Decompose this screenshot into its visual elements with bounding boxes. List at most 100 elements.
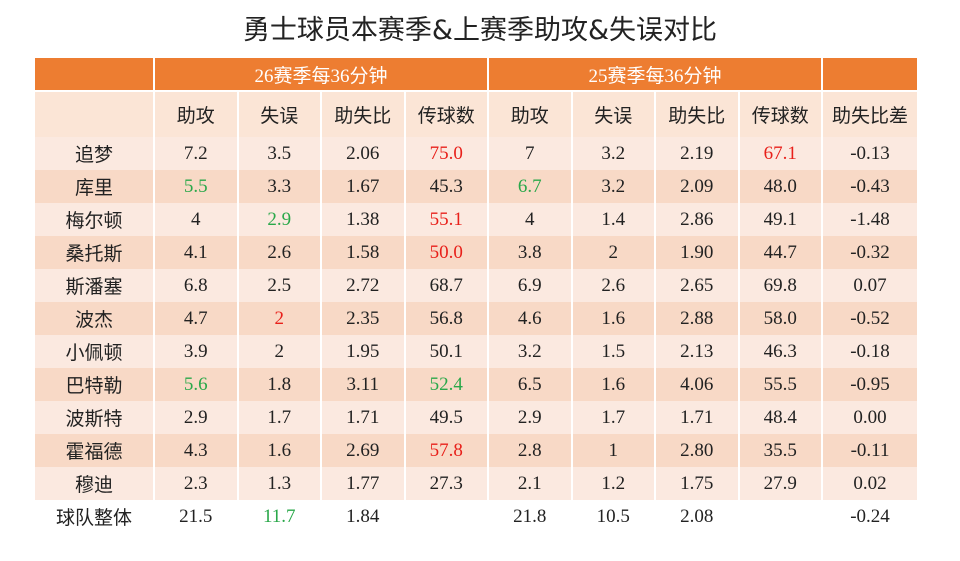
table-cell: 6.8 [153,269,239,302]
table-cell: 1.3 [236,467,322,500]
table-cell: 68.7 [403,269,490,302]
table-cell: 7 [487,137,573,170]
player-name: 波杰 [33,302,155,335]
table-cell: 1.71 [320,401,406,434]
column-header: 失误 [570,91,657,137]
table-cell: 2.72 [320,269,406,302]
table-row: 球队整体 21.5 11.7 1.84 21.8 10.5 2.08 -0.24 [33,500,920,533]
column-header: 助攻 [153,91,239,137]
column-header: 助失比差 [821,91,920,137]
table-cell: 1.5 [570,335,657,368]
player-name: 穆迪 [33,467,155,500]
player-name: 球队整体 [33,500,155,533]
table-cell: 48.0 [737,170,824,203]
column-header: 助失比 [654,91,740,137]
highlight-cell: 75.0 [403,137,490,170]
table-cell: 1.8 [236,368,322,401]
table-cell: 4.1 [153,236,239,269]
player-name: 小佩顿 [33,335,155,368]
table-cell: 2.08 [654,500,740,533]
table-cell: 3.2 [570,137,657,170]
highlight-cell: 55.1 [403,203,490,236]
table-cell: 2 [236,335,322,368]
table-cell: 3.8 [487,236,573,269]
table-cell: 4.3 [153,434,239,467]
header-cell [821,58,920,92]
table-cell: 1 [570,434,657,467]
table-cell: -0.11 [821,434,920,467]
table-cell: 2.6 [236,236,322,269]
group-header-row: 26赛季每36分钟 25赛季每36分钟 [33,58,920,92]
table-cell: 2.86 [654,203,740,236]
table-cell: -0.18 [821,335,920,368]
highlight-cell: 6.7 [487,170,573,203]
table-cell: 2.5 [236,269,322,302]
table-cell: 35.5 [737,434,824,467]
table-cell: -0.13 [821,137,920,170]
table-body: 追梦 7.2 3.5 2.06 75.0 7 3.2 2.19 67.1 -0.13 库里 5.5 3.… [33,137,920,533]
highlight-cell: 57.8 [403,434,490,467]
table-cell: -0.43 [821,170,920,203]
table-cell: 0.02 [821,467,920,500]
table-cell: 2.1 [487,467,573,500]
highlight-cell: 50.0 [403,236,490,269]
table-cell: 1.58 [320,236,406,269]
highlight-cell: 2.9 [236,203,322,236]
title: 勇士球员本赛季&上赛季助攻&失误对比 [242,15,718,46]
table-cell: 1.38 [320,203,406,236]
group-header: 25赛季每36分钟 [487,58,824,92]
table-cell: 1.95 [320,335,406,368]
table-cell: -0.32 [821,236,920,269]
table-cell: 27.9 [737,467,824,500]
header-cell [33,58,155,92]
table-cell: -1.48 [821,203,920,236]
header-cell [33,91,155,137]
table-cell: 1.77 [320,467,406,500]
highlight-cell: 5.5 [153,170,239,203]
table-row: 霍福德 4.3 1.6 2.69 57.8 2.8 1 2.80 35.5 -0.11 [33,434,920,467]
column-header: 失误 [236,91,322,137]
table-cell: 1.75 [654,467,740,500]
player-name: 斯潘塞 [33,269,155,302]
table-row: 库里 5.5 3.3 1.67 45.3 6.7 3.2 2.09 48.0 -0.43 [33,170,920,203]
table-cell: 2.3 [153,467,239,500]
table-cell: 2.9 [487,401,573,434]
table-cell: 1.67 [320,170,406,203]
table-cell: 4.06 [654,368,740,401]
table-cell: 4.6 [487,302,573,335]
table-cell: 55.5 [737,368,824,401]
table-row: 波斯特 2.9 1.7 1.71 49.5 2.9 1.7 1.71 48.4 0.00 [33,401,920,434]
highlight-cell: 67.1 [737,137,824,170]
table-cell: -0.95 [821,368,920,401]
player-name: 梅尔顿 [33,203,155,236]
table-cell: 21.5 [153,500,239,533]
table-cell: 1.4 [570,203,657,236]
table-cell: 1.6 [570,302,657,335]
highlight-cell: 11.7 [236,500,322,533]
table-cell: -0.52 [821,302,920,335]
table-cell: 2.13 [654,335,740,368]
table-row: 追梦 7.2 3.5 2.06 75.0 7 3.2 2.19 67.1 -0.13 [33,137,920,170]
table-cell: 3.3 [236,170,322,203]
table-cell: 4.7 [153,302,239,335]
empty-cell [403,500,490,533]
table-cell: 1.71 [654,401,740,434]
table-cell: 2.8 [487,434,573,467]
table-cell: 46.3 [737,335,824,368]
table-cell: 3.11 [320,368,406,401]
table-cell: 49.1 [737,203,824,236]
table-cell: 49.5 [403,401,490,434]
highlight-cell: 2 [236,302,322,335]
table-cell: 1.6 [236,434,322,467]
table-cell: 27.3 [403,467,490,500]
player-name: 追梦 [33,137,155,170]
table-row: 斯潘塞 6.8 2.5 2.72 68.7 6.9 2.6 2.65 69.8 0.07 [33,269,920,302]
table-cell: 2.69 [320,434,406,467]
table-cell: 2.6 [570,269,657,302]
table-cell: 2.65 [654,269,740,302]
table-cell: 0.07 [821,269,920,302]
table-cell: 48.4 [737,401,824,434]
highlight-cell: 52.4 [403,368,490,401]
table-row: 梅尔顿 4 2.9 1.38 55.1 4 1.4 2.86 49.1 -1.48 [33,203,920,236]
